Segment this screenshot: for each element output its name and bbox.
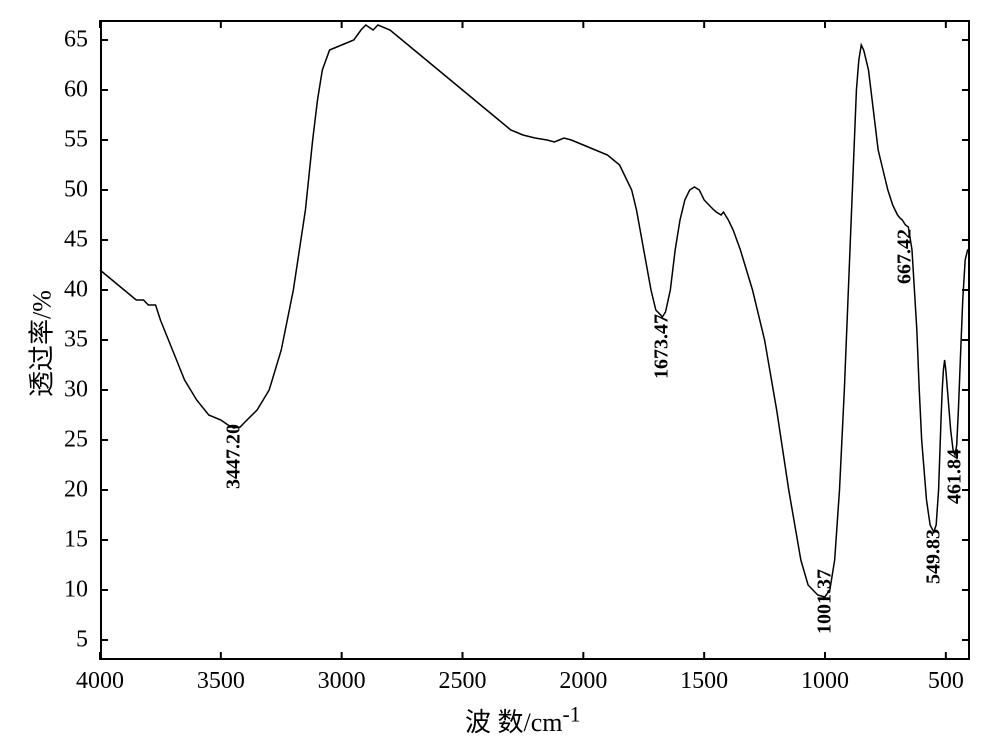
y-tick-label: 45 [0, 227, 88, 254]
spectrum-svg [0, 0, 1000, 753]
y-tick-label: 50 [0, 177, 88, 204]
x-tick-label: 2500 [439, 668, 487, 695]
x-tick-label: 500 [928, 668, 964, 695]
y-tick-label: 15 [0, 527, 88, 554]
peak-label: 461.84 [944, 442, 967, 512]
y-tick-label: 55 [0, 127, 88, 154]
x-tick-label: 2000 [559, 668, 607, 695]
y-tick-label: 40 [0, 277, 88, 304]
peak-label: 1673.47 [651, 312, 674, 382]
y-tick-label: 5 [0, 627, 88, 654]
spectrum-trace [100, 25, 970, 597]
y-tick-label: 35 [0, 327, 88, 354]
ir-spectrum-chart: 透过率/% 波 数/cm-1 4000350030002500200015001… [0, 0, 1000, 753]
peak-label: 1001.37 [813, 567, 836, 637]
y-tick-label: 60 [0, 77, 88, 104]
x-tick-label: 3000 [318, 668, 366, 695]
x-tick-label: 1500 [680, 668, 728, 695]
peak-label: 667.42 [894, 222, 917, 292]
y-tick-label: 25 [0, 427, 88, 454]
y-tick-label: 20 [0, 477, 88, 504]
peak-label: 549.83 [922, 522, 945, 592]
y-tick-label: 30 [0, 377, 88, 404]
x-tick-label: 3500 [197, 668, 245, 695]
y-tick-label: 10 [0, 577, 88, 604]
x-tick-label: 4000 [76, 668, 124, 695]
peak-label: 3447.20 [222, 422, 245, 492]
y-tick-label: 65 [0, 27, 88, 54]
x-tick-label: 1000 [801, 668, 849, 695]
